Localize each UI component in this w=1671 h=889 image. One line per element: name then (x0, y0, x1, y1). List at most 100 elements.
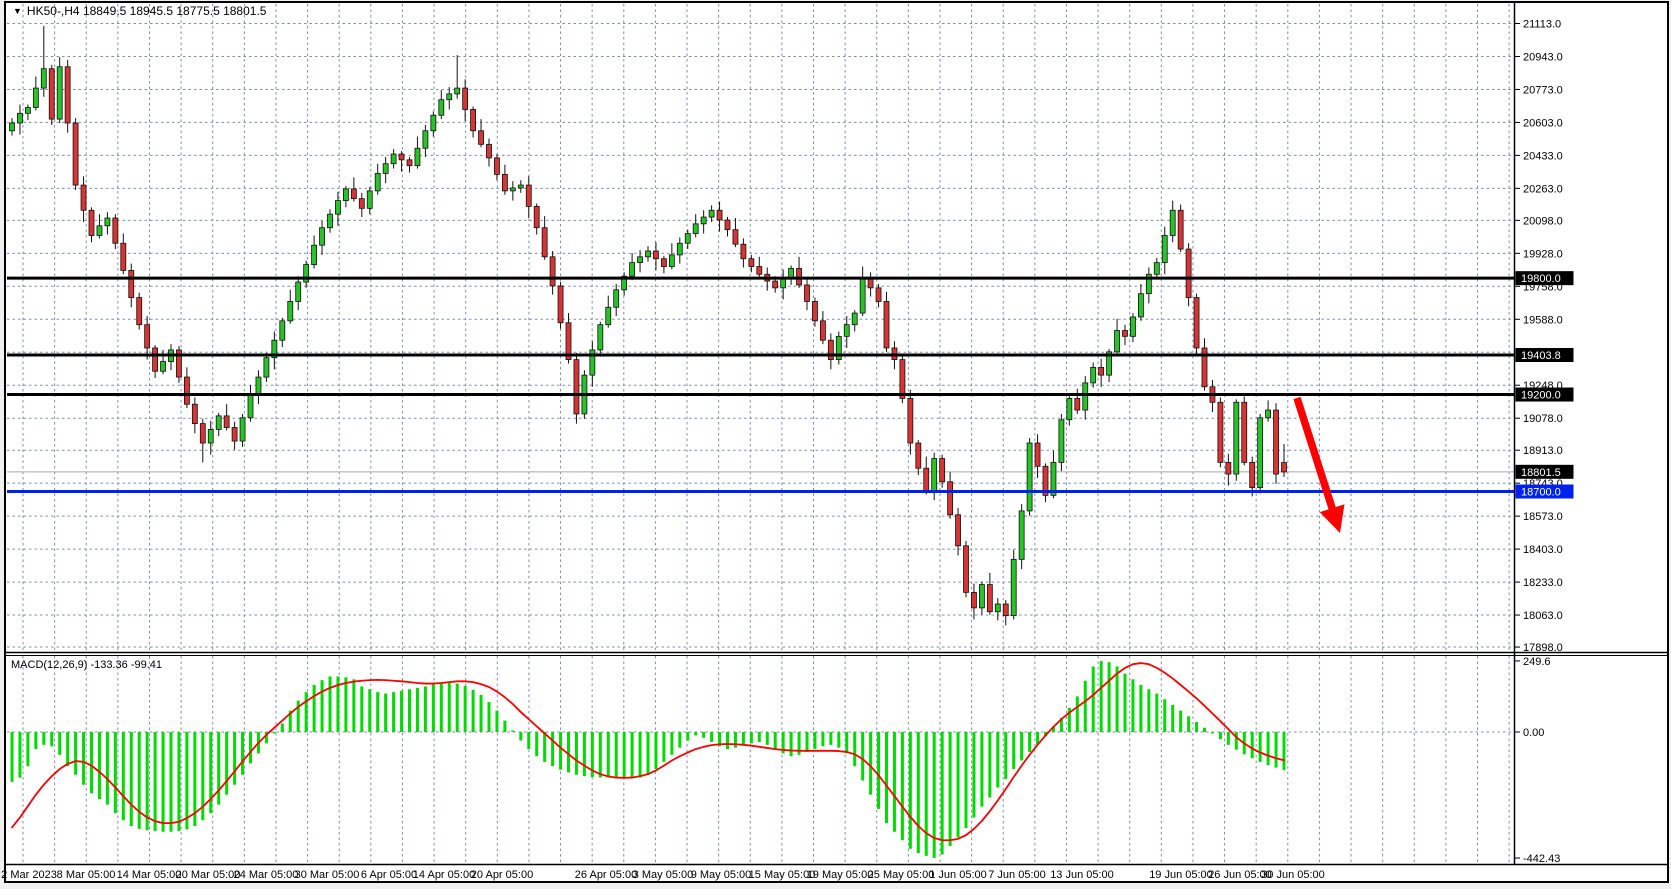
price-label-box-text: 19403.8 (1521, 350, 1561, 362)
time-axis-label: 26 Apr 05:00 (575, 869, 637, 881)
candle-down (971, 591, 977, 609)
candle-down (812, 301, 818, 322)
time-axis-label: 20 Mar 05:00 (176, 869, 241, 881)
candle-up (311, 244, 318, 265)
candle-down (144, 324, 151, 349)
candle-up (9, 122, 15, 132)
candle-up (414, 147, 421, 167)
candle-down (748, 258, 755, 267)
down-arrow-annotation[interactable] (1293, 396, 1345, 533)
time-axis-label: 24 Mar 05:00 (234, 869, 299, 881)
candle-down (350, 188, 357, 200)
candle-up (700, 216, 707, 225)
chart-ohlc-values: 18849.5 18945.5 18775.5 18801.5 (82, 4, 267, 18)
candle-up (851, 312, 858, 326)
candle-down (136, 297, 143, 326)
candle-down (772, 280, 779, 289)
candle-down (128, 269, 135, 298)
price-axis-label: 18063.0 (1523, 610, 1563, 622)
candle-up (335, 200, 341, 215)
candle-up (621, 275, 628, 291)
candle-up (17, 112, 23, 124)
candle-down (1273, 409, 1279, 475)
candle-up (637, 256, 643, 264)
candle-down (573, 359, 580, 415)
candle-down (470, 109, 477, 132)
time-axis-label: 2 Mar 2023 (1, 869, 57, 881)
candle-up (422, 130, 429, 149)
candle-up (438, 99, 445, 116)
candle-up (56, 66, 63, 120)
candle-up (160, 361, 166, 372)
candle-down (1281, 462, 1287, 473)
candle-up (104, 217, 111, 227)
time-axis-label: 15 May 05:00 (749, 869, 816, 881)
candle-down (1185, 248, 1192, 298)
candle-up (597, 324, 604, 351)
candle-down (501, 173, 508, 192)
candle-up (645, 250, 651, 258)
candle-down (1002, 603, 1009, 617)
candle-up (32, 87, 39, 108)
candle-down (1042, 465, 1049, 496)
candle-down (494, 157, 500, 175)
candle-down (923, 467, 930, 492)
candle-down (653, 250, 659, 260)
candle-up (1161, 235, 1168, 264)
time-axis-label: 9 May 05:00 (691, 869, 752, 881)
candle-down (1193, 297, 1200, 349)
candle-up (1010, 558, 1017, 617)
price-label-box-text: 19800.0 (1521, 273, 1561, 285)
macd-axis-label: 0.00 (1523, 727, 1544, 739)
macd-indicator-label: MACD(12,26,9) -133.36 -99.41 (11, 659, 163, 671)
candle-up (1153, 262, 1160, 275)
candle-up (1090, 366, 1097, 384)
candle-down (827, 339, 834, 361)
candle-up (859, 277, 866, 314)
candle-down (963, 545, 969, 593)
candle-down (1201, 347, 1208, 388)
candle-up (1026, 442, 1033, 512)
time-axis-label: 13 Jun 05:00 (1050, 869, 1114, 881)
candle-up (605, 306, 612, 326)
candle-up (1130, 316, 1136, 337)
candle-down (48, 68, 55, 120)
candle-up (1138, 293, 1144, 318)
time-axis-label: 3 May 05:00 (633, 869, 694, 881)
candle-up (382, 163, 389, 174)
chart-dropdown-icon[interactable]: ▼ (13, 6, 22, 16)
candle-up (629, 262, 635, 277)
candle-up (1018, 510, 1025, 560)
candle-up (279, 320, 286, 341)
price-axis-label: 20773.0 (1523, 84, 1563, 96)
candle-down (112, 217, 119, 244)
price-axis-label: 18403.0 (1523, 544, 1563, 556)
macd-axis-label: 249.6 (1523, 656, 1551, 668)
candle-up (271, 339, 278, 359)
candle-up (613, 289, 620, 308)
candle-down (541, 227, 548, 258)
candle-down (478, 130, 484, 145)
candle-down (72, 122, 79, 186)
time-axis-label: 30 Mar 05:00 (295, 869, 360, 881)
candle-down (549, 256, 556, 287)
time-axis-label: 25 May 05:00 (868, 869, 935, 881)
candle-down (939, 458, 946, 483)
candle-down (740, 243, 747, 260)
price-axis-label: 18233.0 (1523, 577, 1563, 589)
time-axis-label: 6 Apr 05:00 (361, 869, 417, 881)
candle-up (1265, 409, 1271, 419)
chart-window-frame (4, 1, 1669, 883)
arrow-shaft[interactable] (1293, 396, 1337, 514)
candle-up (1114, 330, 1120, 353)
price-label-box (1515, 464, 1574, 479)
arrow-head[interactable] (1319, 504, 1345, 533)
price-axis-label: 20433.0 (1523, 150, 1563, 162)
candle-up (1257, 417, 1264, 489)
candle-down (64, 66, 71, 124)
candle-up (342, 188, 349, 201)
price-axis-label: 19078.0 (1523, 413, 1563, 425)
candle-up (255, 376, 262, 395)
